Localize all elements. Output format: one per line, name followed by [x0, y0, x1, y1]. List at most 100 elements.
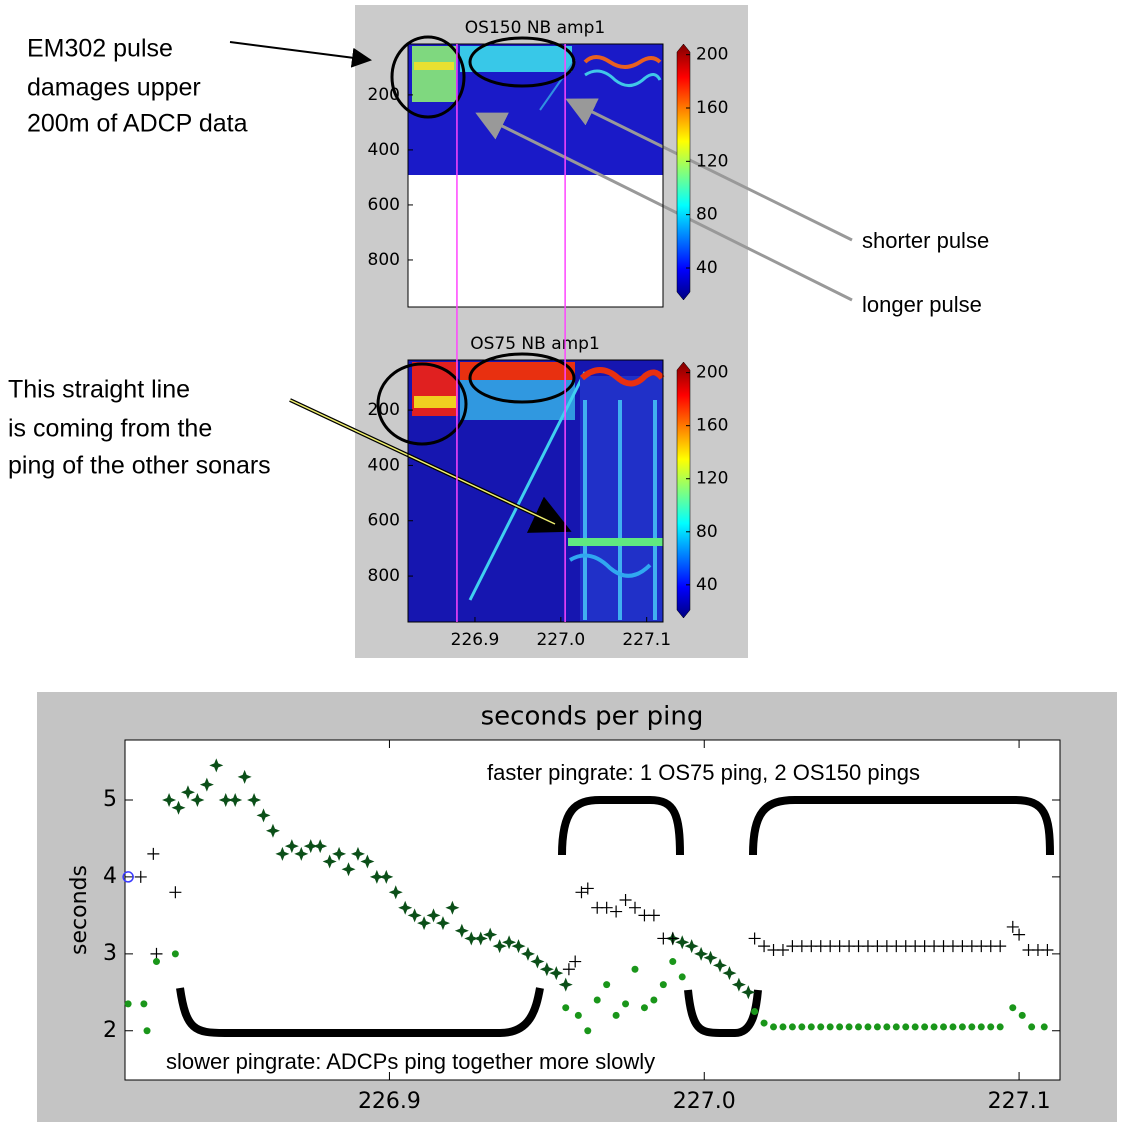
- point: [722, 966, 737, 981]
- point: [864, 1023, 872, 1031]
- point: [650, 996, 658, 1004]
- plot-frame: [407, 43, 664, 308]
- point: [1013, 928, 1026, 941]
- point: [622, 1000, 630, 1008]
- point: [294, 846, 309, 861]
- point: [247, 793, 262, 807]
- point: [619, 894, 632, 906]
- point: [303, 839, 318, 854]
- point: [694, 946, 709, 961]
- annotation-line: ping of the other sonars: [8, 452, 271, 480]
- point: [713, 958, 727, 973]
- point: [171, 950, 179, 958]
- y-axis-label: seconds: [67, 865, 92, 955]
- point: [124, 1000, 132, 1008]
- annotation-line: is coming from the: [8, 415, 212, 443]
- point: [958, 1023, 966, 1031]
- point: [150, 947, 163, 960]
- point: [1041, 944, 1054, 956]
- point: [398, 900, 413, 915]
- point: [669, 958, 677, 966]
- x-tick-label: 226.9: [451, 630, 500, 650]
- y-tick-label: 200: [368, 85, 400, 105]
- point: [199, 777, 214, 792]
- point: [492, 939, 507, 954]
- point: [647, 909, 660, 922]
- point: [530, 954, 545, 969]
- colorbar: [676, 43, 691, 301]
- point: [949, 1023, 957, 1031]
- y-tick-label: 600: [368, 511, 400, 531]
- plot-annotation: faster pingrate: 1 OS75 ping, 2 OS150 pi…: [487, 760, 920, 785]
- colorbar: [676, 361, 691, 619]
- point: [407, 908, 422, 923]
- point: [731, 977, 746, 992]
- annotation-line: damages upper: [27, 74, 201, 102]
- x-tick-label: 227.0: [673, 1089, 736, 1114]
- point: [703, 950, 718, 965]
- point: [502, 935, 517, 950]
- point: [152, 958, 160, 966]
- point: [275, 846, 290, 861]
- point: [600, 901, 613, 914]
- colorbar-tick-label: 200: [696, 45, 728, 65]
- point: [511, 939, 526, 954]
- colorbar-tick-label: 120: [696, 469, 728, 489]
- y-tick-label: 800: [368, 250, 400, 270]
- y-tick-label: 200: [368, 400, 400, 420]
- point: [228, 793, 243, 807]
- point: [807, 1023, 815, 1031]
- point: [360, 854, 375, 869]
- point: [631, 965, 639, 973]
- point: [322, 854, 337, 869]
- point: [666, 932, 679, 945]
- point: [574, 1011, 582, 1019]
- point: [940, 1023, 948, 1031]
- annotation-line: 200m of ADCP data: [27, 110, 248, 138]
- point: [575, 886, 588, 899]
- point: [930, 1023, 938, 1031]
- point: [640, 1004, 648, 1012]
- point: [454, 923, 469, 938]
- point: [610, 905, 623, 918]
- point: [426, 908, 441, 923]
- point: [817, 1023, 825, 1031]
- point: [313, 839, 328, 854]
- point: [417, 916, 432, 931]
- y-tick-label: 2: [103, 1018, 117, 1043]
- point: [968, 1023, 976, 1031]
- point: [826, 1023, 834, 1031]
- point: [581, 882, 594, 895]
- point: [873, 1023, 881, 1031]
- chart-title: seconds per ping: [481, 702, 704, 732]
- point: [122, 871, 134, 883]
- point: [562, 963, 575, 976]
- point: [473, 931, 488, 946]
- point: [770, 1023, 778, 1031]
- point: [678, 973, 686, 981]
- point: [1018, 1011, 1026, 1019]
- point: [584, 1027, 592, 1035]
- point: [169, 886, 182, 899]
- point: [836, 1023, 844, 1031]
- point: [921, 1023, 929, 1031]
- point: [171, 800, 186, 815]
- point: [748, 932, 761, 945]
- point: [332, 846, 347, 861]
- point: [684, 939, 699, 954]
- y-tick-label: 4: [103, 864, 117, 889]
- colorbar-tick-label: 40: [696, 575, 718, 595]
- x-tick-label: 227.0: [536, 630, 585, 650]
- point: [675, 935, 690, 950]
- point: [134, 870, 147, 883]
- plot-frame: [124, 739, 1061, 1081]
- colorbar-tick-label: 200: [696, 363, 728, 383]
- point: [445, 900, 460, 915]
- point: [284, 839, 299, 854]
- point: [994, 940, 1007, 953]
- point: [464, 931, 479, 946]
- y-tick-label: 600: [368, 195, 400, 215]
- y-tick-label: 3: [103, 941, 117, 966]
- point: [520, 946, 535, 961]
